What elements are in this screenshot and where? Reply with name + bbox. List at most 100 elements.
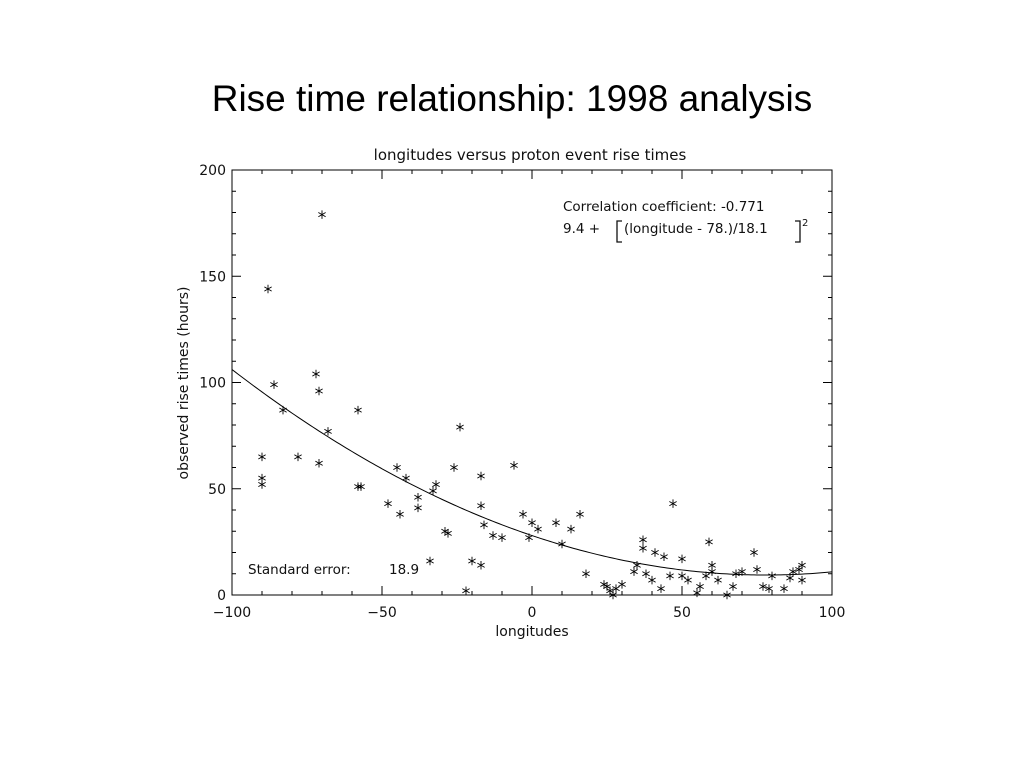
data-point xyxy=(354,405,362,415)
data-point xyxy=(576,510,584,519)
data-point xyxy=(759,582,767,591)
data-point xyxy=(753,565,761,574)
data-point xyxy=(444,529,452,538)
x-tick-label: 0 xyxy=(528,605,537,621)
data-point xyxy=(678,554,686,564)
data-point xyxy=(798,561,806,570)
data-point xyxy=(480,520,488,530)
data-point xyxy=(414,493,422,502)
data-point xyxy=(489,531,497,540)
data-point xyxy=(708,567,716,576)
data-point xyxy=(318,210,326,219)
data-point xyxy=(534,524,542,534)
data-point xyxy=(723,590,731,600)
data-point xyxy=(642,569,650,578)
data-point xyxy=(324,427,332,436)
data-point xyxy=(519,510,527,519)
data-point xyxy=(684,575,692,585)
x-axis-label: longitudes xyxy=(495,624,568,640)
data-point xyxy=(705,537,713,547)
data-point xyxy=(660,552,668,561)
data-point xyxy=(639,544,647,553)
data-point xyxy=(498,533,506,542)
data-point xyxy=(477,561,485,570)
data-point xyxy=(525,533,533,542)
x-tick-label: 50 xyxy=(673,605,691,621)
fit-equation-annotation: 9.4 + (longitude - 78.)/18.1 2 xyxy=(563,218,808,243)
data-point xyxy=(462,586,470,595)
fit-prefix: 9.4 + xyxy=(563,221,600,237)
fit-exponent: 2 xyxy=(802,218,808,229)
y-tick-label: 50 xyxy=(208,482,226,498)
data-point xyxy=(312,369,320,379)
data-point xyxy=(315,459,323,468)
y-tick-label: 100 xyxy=(199,376,226,392)
data-point xyxy=(477,501,485,510)
x-tick-label: 100 xyxy=(819,605,846,621)
data-point xyxy=(477,471,485,481)
data-points xyxy=(258,210,806,600)
data-point xyxy=(786,573,794,583)
data-point xyxy=(468,556,476,566)
data-point xyxy=(384,499,392,508)
data-point xyxy=(528,518,536,527)
data-point xyxy=(702,571,710,581)
x-tick-label: −100 xyxy=(213,605,251,621)
data-point xyxy=(738,567,746,576)
y-tick-label: 0 xyxy=(217,588,226,604)
data-point xyxy=(450,463,458,472)
data-point xyxy=(633,561,641,570)
data-point xyxy=(729,582,737,591)
data-point xyxy=(765,584,773,593)
data-point xyxy=(789,567,797,576)
fit-inner: (longitude - 78.)/18.1 xyxy=(624,221,768,237)
data-point xyxy=(582,569,590,578)
data-point xyxy=(558,539,566,549)
data-point xyxy=(666,571,674,581)
data-point xyxy=(768,571,776,581)
data-point xyxy=(456,422,464,432)
data-point xyxy=(750,548,758,557)
x-tick-labels: −100 −50 0 50 100 xyxy=(213,605,846,621)
data-point xyxy=(780,584,788,593)
fit-curve xyxy=(231,369,833,576)
data-point xyxy=(279,405,287,415)
data-point xyxy=(432,480,440,489)
data-point xyxy=(552,518,560,527)
data-point xyxy=(639,535,647,544)
x-tick-label: −50 xyxy=(367,605,397,621)
data-point xyxy=(357,482,365,491)
data-point xyxy=(393,463,401,472)
standard-error-value: 18.9 xyxy=(389,562,419,578)
data-point xyxy=(315,386,323,396)
data-point xyxy=(609,590,617,600)
data-point xyxy=(693,588,701,598)
data-point xyxy=(648,575,656,585)
data-point xyxy=(264,284,272,294)
y-tick-labels: 0 50 100 150 200 xyxy=(199,163,226,604)
data-point xyxy=(429,486,437,496)
chart-title: longitudes versus proton event rise time… xyxy=(374,146,687,164)
data-point xyxy=(669,499,677,508)
data-point xyxy=(567,524,575,534)
data-point xyxy=(798,575,806,585)
y-tick-label: 200 xyxy=(199,163,226,179)
data-point xyxy=(294,452,302,462)
data-point xyxy=(630,567,638,576)
right-bracket xyxy=(795,220,801,243)
data-point xyxy=(612,584,620,593)
data-point xyxy=(732,569,740,578)
data-point xyxy=(657,584,665,593)
data-point xyxy=(678,571,686,581)
data-point xyxy=(270,380,278,389)
standard-error-label: Standard error: xyxy=(248,562,351,578)
data-point xyxy=(714,575,722,585)
data-point xyxy=(651,548,659,557)
data-point xyxy=(510,461,518,470)
data-point xyxy=(618,580,626,589)
data-point xyxy=(426,556,434,566)
y-axis-label: observed rise times (hours) xyxy=(176,286,192,479)
axis-ticks xyxy=(231,169,833,596)
slide-title: Rise time relationship: 1998 analysis xyxy=(211,78,813,119)
